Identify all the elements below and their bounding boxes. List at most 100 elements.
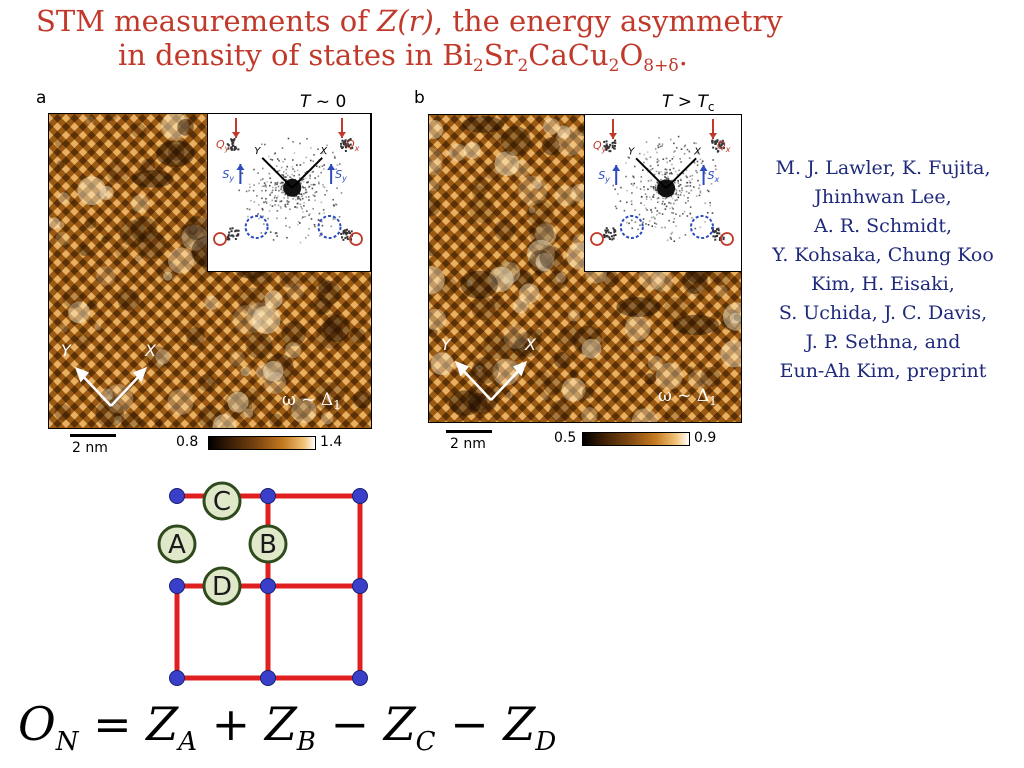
equation: ON = ZA + ZB − ZC − ZD bbox=[18, 697, 556, 755]
panel-letter-b: b bbox=[414, 88, 425, 108]
author-line: J. P. Sethna, and bbox=[805, 331, 961, 353]
colorbar-min-a: 0.8 bbox=[176, 434, 199, 450]
lattice-node bbox=[352, 578, 368, 594]
author-line: Eun-Ah Kim, preprint bbox=[779, 360, 987, 382]
author-line: M. J. Lawler, K. Fujita, bbox=[775, 157, 991, 179]
lattice-diagram: CA BD bbox=[157, 481, 368, 686]
lattice-site-label: A bbox=[168, 530, 186, 560]
scale-bar-b bbox=[446, 430, 492, 433]
lattice-site-label: B bbox=[259, 530, 277, 560]
colorbar-max-a: 1.4 bbox=[320, 434, 343, 450]
formula-part: CaCu bbox=[528, 38, 609, 72]
equation-sub: C bbox=[415, 727, 436, 757]
lattice-site-label: C bbox=[213, 487, 231, 517]
equation-operator: + bbox=[197, 697, 265, 751]
colorbar-min-b: 0.5 bbox=[554, 430, 577, 446]
title-text: in density of states in Bi bbox=[118, 38, 473, 72]
inset-label-qx: Qx bbox=[717, 139, 731, 154]
author-line: Y. Kohsaka, Chung Koo bbox=[772, 244, 994, 266]
fourier-inset-b: Qy Qx Sy Sx Y X bbox=[584, 114, 742, 272]
equation-term: Z bbox=[146, 697, 179, 751]
lattice-node bbox=[169, 578, 185, 594]
inset-axis-y: Y bbox=[254, 146, 261, 157]
lattice-node bbox=[169, 670, 185, 686]
formula-part: Sr bbox=[483, 38, 518, 72]
lattice-node bbox=[260, 578, 276, 594]
lattice-sites: CA BD bbox=[157, 481, 288, 606]
lattice-node bbox=[260, 670, 276, 686]
scale-bar-label-a: 2 nm bbox=[72, 440, 108, 456]
lattice-site-d: D bbox=[202, 566, 242, 606]
lattice-nodes bbox=[169, 488, 368, 686]
lattice-site-a: A bbox=[157, 524, 197, 564]
equation-sub: A bbox=[178, 727, 198, 757]
equation-operator: − bbox=[435, 697, 504, 751]
equation-sub: D bbox=[535, 727, 557, 757]
author-line: Jhinhwan Lee, bbox=[814, 186, 952, 208]
fourier-inset-a: Qy Qx Sy Sy Y X bbox=[207, 113, 371, 272]
temperature-label-b: T > Tc bbox=[662, 92, 715, 114]
colorbar-a bbox=[208, 436, 316, 450]
equation-lhs: O bbox=[18, 697, 56, 751]
inset-label-sx: Sy bbox=[335, 168, 347, 183]
omega-label-b: ω ~ Δ1 bbox=[658, 386, 717, 408]
equation-term: Z bbox=[503, 697, 536, 751]
lattice-site-b: B bbox=[248, 524, 288, 564]
lattice-site-label: D bbox=[212, 572, 232, 602]
author-line: A. R. Schmidt, bbox=[813, 215, 952, 237]
temperature-label-a: T ~ 0 bbox=[300, 92, 346, 112]
equation-sub: N bbox=[55, 727, 79, 757]
colorbar-b bbox=[582, 432, 690, 446]
scale-bar-label-b: 2 nm bbox=[450, 436, 486, 452]
formula-subscript: 8+δ bbox=[643, 56, 679, 76]
omega-label-a: ω ~ Δ1 bbox=[282, 390, 341, 411]
equation-operator: − bbox=[315, 697, 384, 751]
author-list: M. J. Lawler, K. Fujita, Jhinhwan Lee, A. … bbox=[748, 154, 1018, 386]
formula-subscript: 2 bbox=[517, 56, 529, 76]
equation-sub: B bbox=[296, 727, 316, 757]
fourier-pattern: Qy Qx Sy Sx Y X bbox=[590, 119, 734, 246]
formula-part: . bbox=[678, 38, 688, 72]
inset-axis-x: X bbox=[693, 146, 702, 157]
inset-label-sy: Sy bbox=[598, 169, 610, 184]
omega-text: ω ~ Δ bbox=[282, 390, 334, 410]
title-line-2: in density of states in Bi2Sr2CaCu2O8+δ. bbox=[118, 38, 688, 75]
temp-subscript: c bbox=[707, 100, 715, 114]
lattice-node bbox=[169, 488, 185, 504]
omega-text: ω ~ Δ bbox=[658, 386, 710, 406]
inset-label-sy: Sy bbox=[222, 168, 234, 183]
omega-subscript: 1 bbox=[709, 394, 717, 408]
axis-label-x: X bbox=[144, 341, 157, 360]
axis-label-y: Y bbox=[61, 341, 72, 360]
author-line: Kim, H. Eisaki, bbox=[811, 273, 955, 295]
inset-axis-y: Y bbox=[628, 146, 635, 157]
temp-text: ~ 0 bbox=[310, 92, 347, 112]
lattice-node bbox=[352, 670, 368, 686]
formula-part: O bbox=[619, 38, 644, 72]
colorbar-max-b: 0.9 bbox=[694, 430, 717, 446]
axis-label-y: Y bbox=[441, 335, 452, 354]
lattice-node bbox=[352, 488, 368, 504]
title-text: , the energy asymmetry bbox=[433, 4, 783, 38]
lattice-node bbox=[260, 488, 276, 504]
temp-variable: T bbox=[300, 92, 311, 112]
inset-label-qy: Qy bbox=[216, 138, 230, 153]
equation-term: Z bbox=[264, 697, 297, 751]
inset-label-qy: Qy bbox=[593, 139, 607, 154]
author-line: S. Uchida, J. C. Davis, bbox=[778, 302, 988, 324]
temp-variable: T bbox=[697, 92, 708, 112]
fourier-pattern: Qy Qx Sy Sy Y X bbox=[213, 118, 363, 246]
equation-term: Z bbox=[383, 697, 416, 751]
temp-variable: T bbox=[662, 92, 673, 112]
title-line-1: STM measurements of Z(r), the energy asy… bbox=[36, 4, 783, 38]
formula-subscript: 2 bbox=[472, 56, 484, 76]
title-text: STM measurements of bbox=[36, 4, 378, 38]
inset-axis-x: X bbox=[319, 146, 328, 157]
panel-letter-a: a bbox=[36, 88, 47, 108]
equation-operator: = bbox=[78, 697, 147, 751]
temp-text: > bbox=[672, 92, 698, 112]
axis-label-x: X bbox=[524, 335, 537, 354]
inset-label-qx: Qx bbox=[346, 138, 360, 153]
lattice-site-c: C bbox=[202, 481, 242, 521]
title-variable: Z(r) bbox=[377, 4, 434, 38]
